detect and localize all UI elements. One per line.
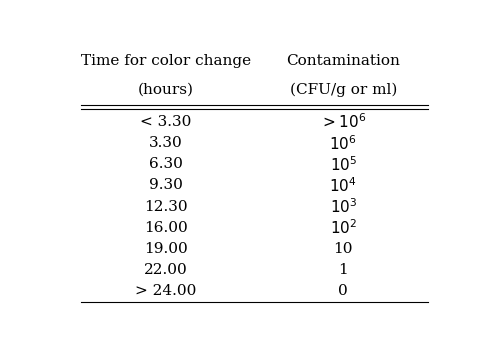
Text: 22.00: 22.00: [144, 263, 188, 277]
Text: 0: 0: [338, 284, 348, 298]
Text: 9.30: 9.30: [149, 179, 183, 192]
Text: $10^{2}$: $10^{2}$: [330, 218, 357, 237]
Text: > 24.00: > 24.00: [136, 284, 197, 298]
Text: (CFU/g or ml): (CFU/g or ml): [290, 83, 397, 97]
Text: $10^{6}$: $10^{6}$: [330, 134, 357, 153]
Text: < 3.30: < 3.30: [141, 115, 192, 129]
Text: 19.00: 19.00: [144, 242, 188, 256]
Text: Contamination: Contamination: [286, 54, 400, 68]
Text: 1: 1: [338, 263, 348, 277]
Text: Time for color change: Time for color change: [81, 54, 251, 68]
Text: $10^{5}$: $10^{5}$: [330, 155, 357, 174]
Text: $10^{3}$: $10^{3}$: [330, 197, 357, 216]
Text: $> 10^{6}$: $> 10^{6}$: [320, 113, 366, 132]
Text: 16.00: 16.00: [144, 221, 188, 235]
Text: 10: 10: [333, 242, 353, 256]
Text: $10^{4}$: $10^{4}$: [330, 176, 357, 195]
Text: 12.30: 12.30: [144, 199, 188, 214]
Text: 3.30: 3.30: [149, 136, 183, 150]
Text: 6.30: 6.30: [149, 157, 183, 171]
Text: (hours): (hours): [138, 83, 194, 97]
